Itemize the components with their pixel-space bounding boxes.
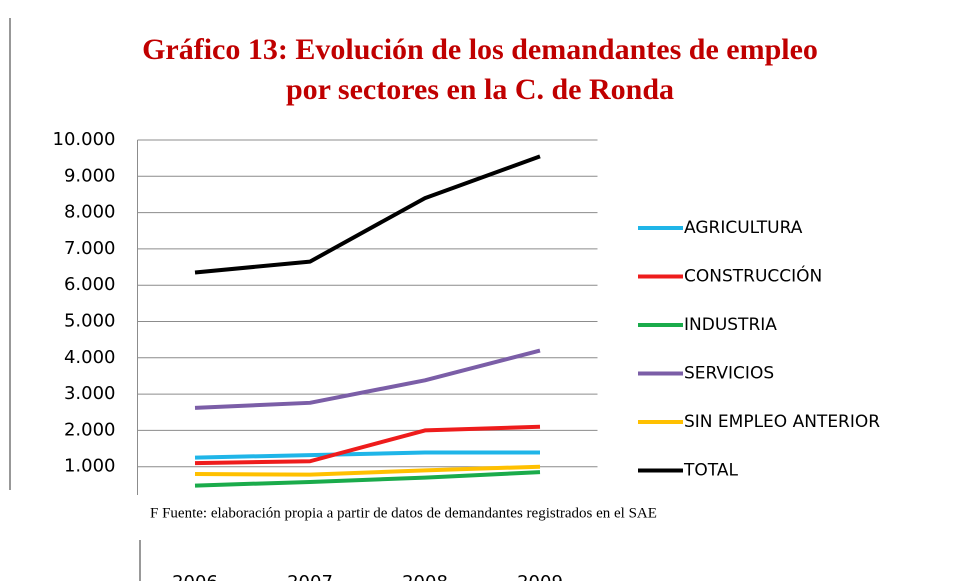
caption: F Fuente: elaboración propia a partir de… (150, 505, 657, 521)
y-tick-label: 1.000 (64, 456, 116, 477)
legend-label: SIN EMPLEO ANTERIOR (684, 412, 880, 432)
x-tick-label: 2007 (287, 572, 333, 581)
chart-title: Gráfico 13: Evolución de los demandantes… (142, 33, 818, 66)
series-line (194, 470, 541, 488)
chart-title: por sectores en la C. de Ronda (286, 73, 674, 106)
series-line (194, 348, 541, 410)
x-tick-label: 2008 (402, 572, 448, 581)
y-tick-label: 2.000 (64, 419, 116, 440)
y-tick-label: 4.000 (64, 347, 116, 368)
series-line (194, 154, 541, 275)
series-line (194, 424, 541, 466)
y-tick-label: 10.000 (53, 129, 116, 150)
legend-label: TOTAL (683, 461, 738, 481)
y-tick-label: 5.000 (64, 311, 116, 332)
y-tick-label: 3.000 (64, 383, 116, 404)
legend-label: SERVICIOS (684, 364, 774, 384)
legend-label: CONSTRUCCIÓN (684, 265, 822, 287)
y-tick-label: 8.000 (64, 202, 116, 223)
legend-label: INDUSTRIA (684, 315, 777, 335)
legend-label: AGRICULTURA (684, 218, 803, 238)
x-tick-label: 2006 (172, 572, 218, 581)
y-tick-label: 7.000 (64, 238, 116, 259)
y-tick-label: 9.000 (64, 165, 116, 186)
caption-box (140, 492, 780, 536)
series-line (194, 464, 541, 477)
x-tick-label: 2009 (517, 572, 563, 581)
series-line (194, 450, 540, 460)
y-tick-label: 6.000 (64, 274, 116, 295)
